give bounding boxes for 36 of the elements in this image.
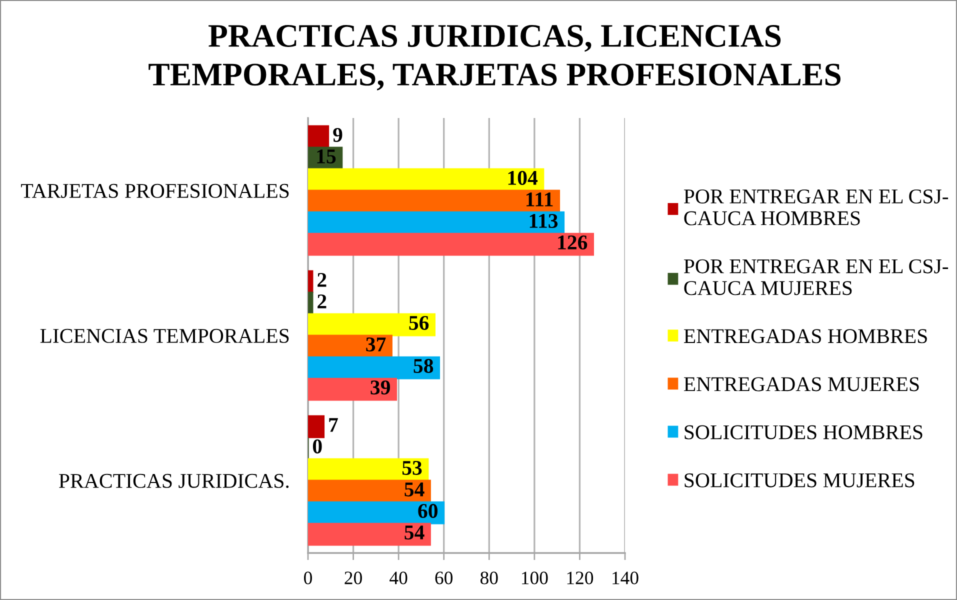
data-label: 9 bbox=[333, 128, 342, 142]
data-label: 54 bbox=[404, 526, 424, 540]
y-tick-label: PRACTICAS JURIDICAS. bbox=[59, 474, 289, 488]
data-label: 113 bbox=[530, 214, 558, 228]
data-label: 15 bbox=[317, 149, 336, 164]
data-label: 2 bbox=[318, 294, 326, 308]
x-tick-label: 20 bbox=[344, 572, 362, 584]
data-label: 56 bbox=[409, 316, 429, 330]
legend-label: POR ENTREGAR EN EL CSJ-CAUCA HOMBRES bbox=[684, 189, 948, 226]
y-tick-label: LICENCIAS TEMPORALES bbox=[40, 328, 289, 343]
legend-label: SOLICITUDES HOMBRES bbox=[684, 425, 922, 440]
chart-title: PRACTICAS JURIDICAS, LICENCIAS TEMPORALES, TARJETAS PROFESIONALES bbox=[148, 25, 840, 90]
y-tick-label: TARJETAS PROFESIONALES bbox=[21, 184, 289, 198]
data-label: 104 bbox=[508, 170, 538, 185]
legend-label: ENTREGADAS HOMBRES bbox=[684, 329, 927, 344]
data-label: 126 bbox=[558, 235, 588, 250]
data-label: 58 bbox=[414, 358, 434, 373]
x-tick-label: 100 bbox=[522, 572, 548, 584]
legend-label: SOLICITUDES MUJERES bbox=[684, 473, 914, 488]
x-tick-label: 80 bbox=[480, 572, 498, 584]
data-label: 111 bbox=[526, 192, 553, 206]
x-tick-label: 0 bbox=[304, 572, 312, 584]
data-label: 7 bbox=[329, 418, 338, 432]
data-label: 37 bbox=[366, 337, 386, 352]
data-label: 0 bbox=[312, 439, 322, 454]
x-tick-label: 140 bbox=[612, 572, 638, 584]
x-tick-label: 60 bbox=[435, 572, 453, 584]
x-tick-label: 40 bbox=[390, 572, 408, 584]
data-label: 2 bbox=[318, 272, 326, 287]
data-label: 54 bbox=[404, 482, 424, 496]
legend-label: ENTREGADAS MUJERES bbox=[684, 377, 919, 392]
legend-label: POR ENTREGAR EN EL CSJ-CAUCA MUJERES bbox=[684, 259, 948, 296]
data-label: 53 bbox=[402, 460, 422, 475]
data-label: 60 bbox=[418, 504, 438, 518]
x-tick-label: 120 bbox=[567, 572, 594, 584]
data-label: 39 bbox=[370, 380, 390, 394]
